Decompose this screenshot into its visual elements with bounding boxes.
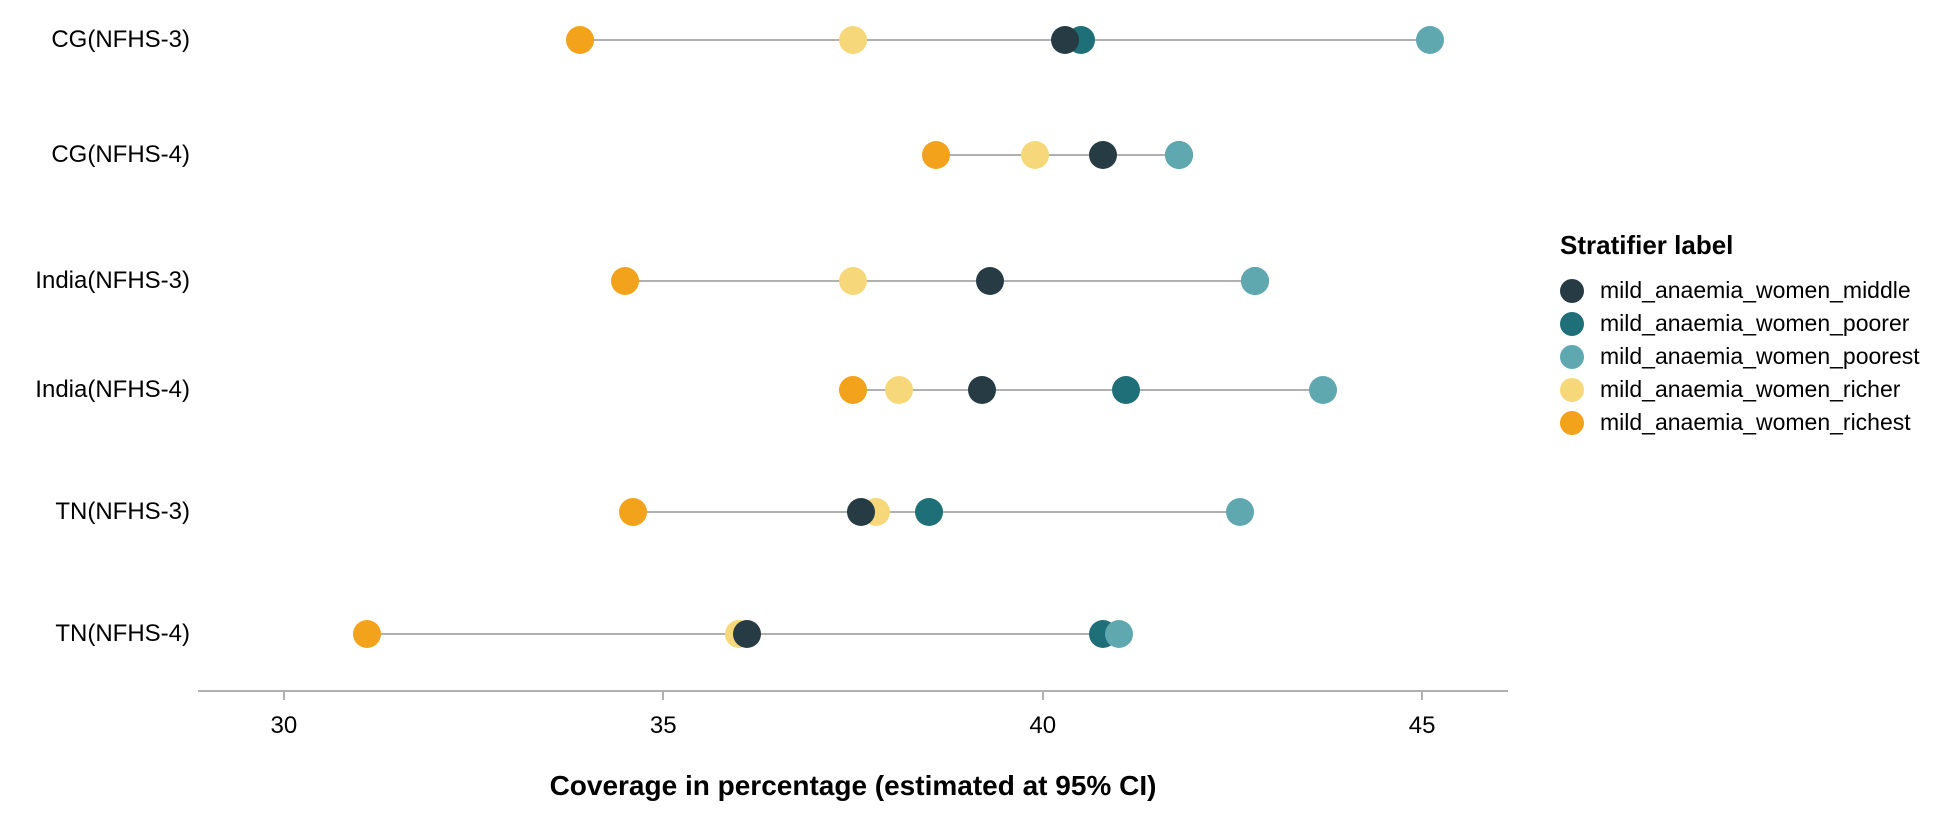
dot-richest — [839, 376, 867, 404]
dot-richest — [922, 141, 950, 169]
x-tick — [1042, 690, 1044, 700]
y-tick-label: India(NFHS-3) — [35, 267, 208, 295]
legend-label: mild_anaemia_women_poorer — [1600, 310, 1909, 337]
legend-item-poorest: mild_anaemia_women_poorest — [1560, 343, 1920, 370]
range-line — [580, 39, 1430, 41]
x-tick-label: 45 — [1409, 712, 1436, 740]
dot-poorest — [1165, 141, 1193, 169]
range-line — [853, 389, 1323, 391]
dot-richest — [566, 26, 594, 54]
x-tick — [283, 690, 285, 700]
y-tick-label: India(NFHS-4) — [35, 376, 208, 404]
legend-item-middle: mild_anaemia_women_middle — [1560, 277, 1920, 304]
x-tick-label: 35 — [650, 712, 677, 740]
legend-item-richer: mild_anaemia_women_richer — [1560, 376, 1920, 403]
dot-middle — [968, 376, 996, 404]
dot-richest — [611, 267, 639, 295]
legend: Stratifier label mild_anaemia_women_midd… — [1560, 230, 1920, 442]
legend-item-richest: mild_anaemia_women_richest — [1560, 409, 1920, 436]
range-line — [936, 154, 1179, 156]
x-axis-title: Coverage in percentage (estimated at 95%… — [550, 770, 1157, 802]
dot-middle — [1089, 141, 1117, 169]
dot-richest — [353, 620, 381, 648]
legend-swatch — [1560, 411, 1584, 435]
x-tick — [1421, 690, 1423, 700]
y-tick-label: TN(NFHS-4) — [55, 620, 208, 648]
dot-middle — [976, 267, 1004, 295]
legend-item-poorer: mild_anaemia_women_poorer — [1560, 310, 1920, 337]
dot-richer — [885, 376, 913, 404]
dot-poorest — [1416, 26, 1444, 54]
dot-middle — [733, 620, 761, 648]
y-tick-label: CG(NFHS-4) — [51, 141, 208, 169]
x-tick-label: 40 — [1029, 712, 1056, 740]
dot-poorer — [1112, 376, 1140, 404]
legend-label: mild_anaemia_women_middle — [1600, 277, 1911, 304]
x-axis-line — [198, 690, 1508, 692]
legend-label: mild_anaemia_women_richest — [1600, 409, 1911, 436]
x-tick-label: 30 — [271, 712, 298, 740]
dot-poorest — [1226, 498, 1254, 526]
legend-label: mild_anaemia_women_richer — [1600, 376, 1900, 403]
legend-label: mild_anaemia_women_poorest — [1600, 343, 1920, 370]
y-tick-label: TN(NFHS-3) — [55, 498, 208, 526]
legend-swatch — [1560, 312, 1584, 336]
dot-richer — [839, 267, 867, 295]
plot-area: CG(NFHS-3)CG(NFHS-4)India(NFHS-3)India(N… — [208, 20, 1498, 680]
dot-poorer — [915, 498, 943, 526]
dot-richer — [1021, 141, 1049, 169]
legend-swatch — [1560, 378, 1584, 402]
legend-swatch — [1560, 345, 1584, 369]
dot-poorest — [1105, 620, 1133, 648]
y-tick-label: CG(NFHS-3) — [51, 26, 208, 54]
dot-richest — [619, 498, 647, 526]
dot-poorest — [1241, 267, 1269, 295]
x-tick — [662, 690, 664, 700]
range-line — [625, 280, 1255, 282]
legend-title: Stratifier label — [1560, 230, 1920, 261]
dot-middle — [847, 498, 875, 526]
dot-richer — [839, 26, 867, 54]
dot-poorest — [1309, 376, 1337, 404]
legend-swatch — [1560, 279, 1584, 303]
dot-middle — [1051, 26, 1079, 54]
dot-range-chart: CG(NFHS-3) CG(NFHS-4) India(NFHS-3) India(N… — [0, 0, 1944, 817]
